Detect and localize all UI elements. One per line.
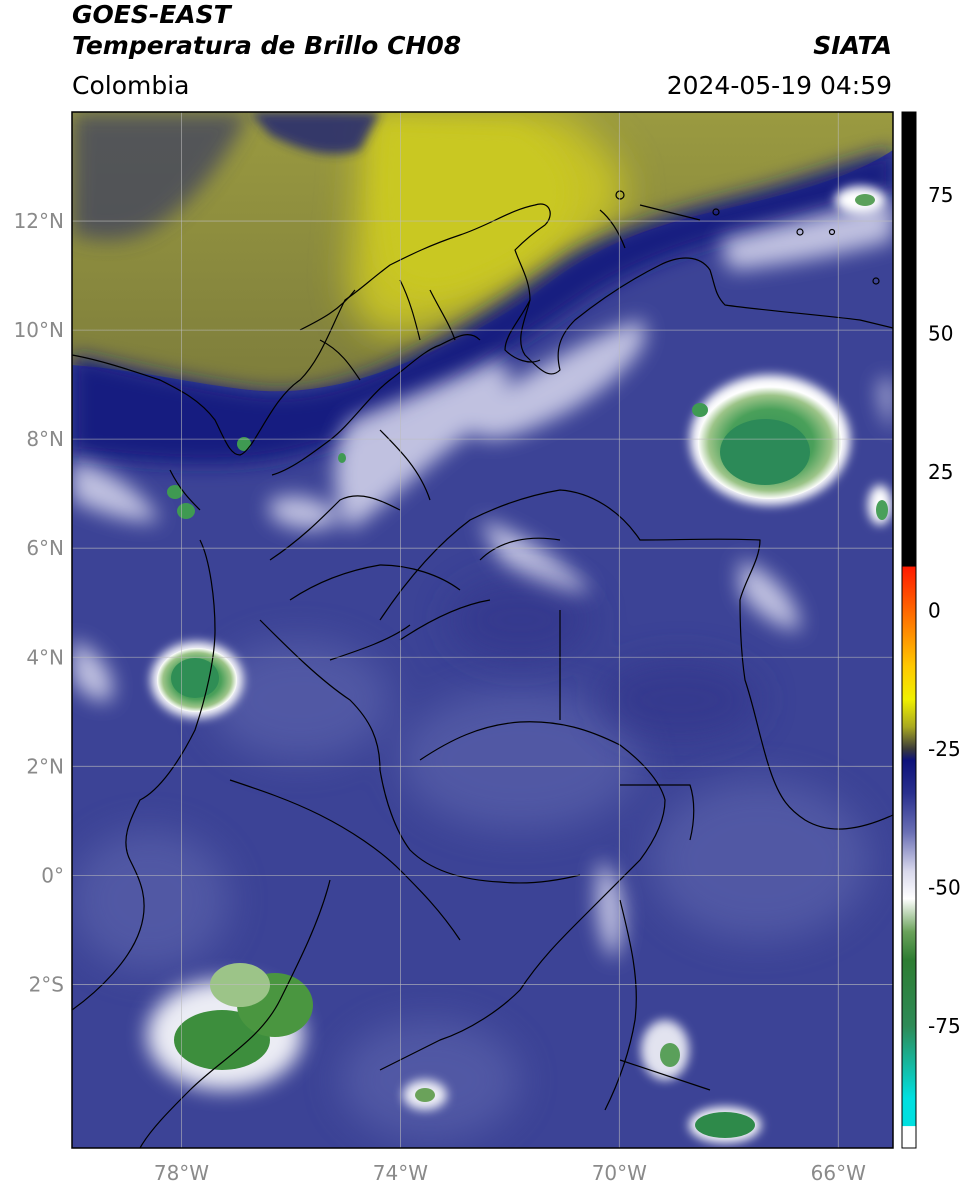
lon-tick-label: 74°W — [373, 1161, 428, 1185]
region-label: Colombia — [72, 71, 190, 100]
colorbar-tick-label: 75 — [928, 183, 953, 207]
colorbar-tick-label: -25 — [928, 737, 961, 761]
lat-tick-label: 4°N — [26, 645, 64, 669]
lon-tick-label: 70°W — [592, 1161, 647, 1185]
borders-coastlines — [72, 203, 893, 1148]
brightness-temperature-imagery — [72, 112, 893, 1148]
colorbar-frame — [901, 111, 917, 1149]
lat-tick-label: 2°N — [26, 754, 64, 778]
lat-tick-label: 10°N — [14, 318, 64, 342]
lon-tick-label: 66°W — [811, 1161, 866, 1185]
colorbar-tick-label: 50 — [928, 322, 953, 346]
lat-tick-label: 0° — [41, 863, 64, 887]
longitude-tick-labels: 78°W 74°W 70°W 66°W — [154, 1161, 866, 1185]
lon-tick-label: 78°W — [154, 1161, 209, 1185]
brand-label: SIATA — [813, 31, 892, 60]
colorbar-tick-label: 25 — [928, 460, 953, 484]
map-gridlines — [72, 112, 893, 1148]
colorbar-tick-label: 0 — [928, 599, 941, 623]
convective-cells — [147, 186, 892, 1143]
lat-tick-label: 6°N — [26, 536, 64, 560]
datetime-label: 2024-05-19 04:59 — [666, 71, 892, 100]
colorbar-gradient — [902, 112, 916, 1148]
map-frame — [71, 111, 894, 1149]
colorbar: 75 50 25 0 -25 -50 -75 — [901, 111, 961, 1149]
lat-tick-label: 12°N — [14, 209, 64, 233]
colorbar-tick-label: -50 — [928, 876, 961, 900]
colorbar-tick-label: -75 — [928, 1014, 961, 1038]
lat-tick-label: 2°S — [29, 972, 64, 996]
product-title: Temperatura de Brillo CH08 — [72, 31, 462, 60]
lat-tick-label: 8°N — [26, 427, 64, 451]
latitude-tick-labels: 12°N 10°N 8°N 6°N 4°N 2°N 0° 2°S — [14, 209, 64, 996]
satellite-title: GOES-EAST — [72, 0, 231, 29]
